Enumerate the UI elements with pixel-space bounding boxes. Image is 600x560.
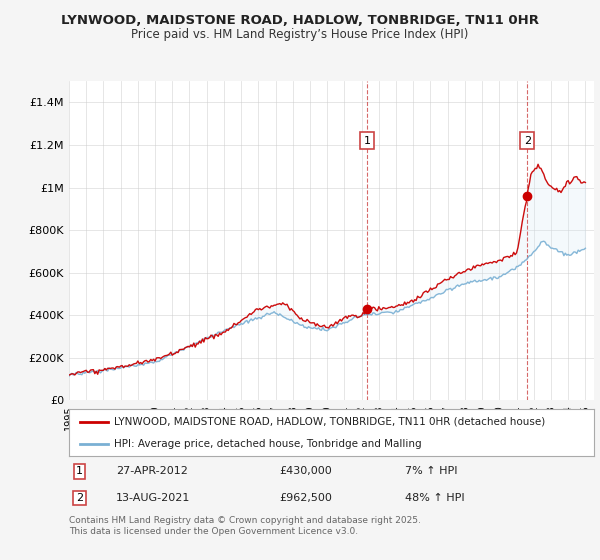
Text: 48% ↑ HPI: 48% ↑ HPI bbox=[405, 493, 464, 503]
Text: HPI: Average price, detached house, Tonbridge and Malling: HPI: Average price, detached house, Tonb… bbox=[113, 438, 421, 449]
Text: Price paid vs. HM Land Registry’s House Price Index (HPI): Price paid vs. HM Land Registry’s House … bbox=[131, 28, 469, 41]
Text: Contains HM Land Registry data © Crown copyright and database right 2025.
This d: Contains HM Land Registry data © Crown c… bbox=[69, 516, 421, 536]
Text: 7% ↑ HPI: 7% ↑ HPI bbox=[405, 466, 458, 477]
Text: 1: 1 bbox=[364, 136, 371, 146]
Text: LYNWOOD, MAIDSTONE ROAD, HADLOW, TONBRIDGE, TN11 0HR: LYNWOOD, MAIDSTONE ROAD, HADLOW, TONBRID… bbox=[61, 14, 539, 27]
Text: 2: 2 bbox=[524, 136, 531, 146]
Text: 2: 2 bbox=[76, 493, 83, 503]
Text: 13-AUG-2021: 13-AUG-2021 bbox=[116, 493, 191, 503]
Text: £962,500: £962,500 bbox=[279, 493, 332, 503]
Text: 27-APR-2012: 27-APR-2012 bbox=[116, 466, 188, 477]
Text: £430,000: £430,000 bbox=[279, 466, 332, 477]
Text: LYNWOOD, MAIDSTONE ROAD, HADLOW, TONBRIDGE, TN11 0HR (detached house): LYNWOOD, MAIDSTONE ROAD, HADLOW, TONBRID… bbox=[113, 417, 545, 427]
Text: 1: 1 bbox=[76, 466, 83, 477]
